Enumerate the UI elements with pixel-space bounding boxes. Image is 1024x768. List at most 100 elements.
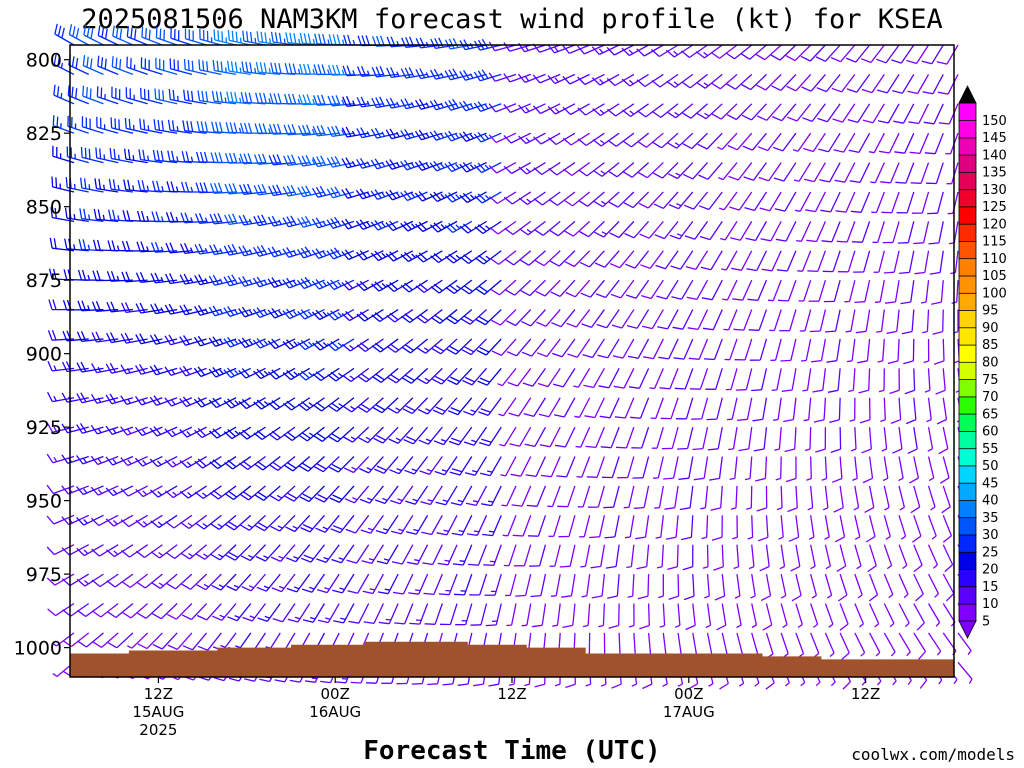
barb-flag (196, 614, 207, 621)
barb-flag (154, 303, 160, 314)
barb-flag (184, 181, 190, 193)
barb-flag (229, 122, 234, 133)
barb-flag (668, 173, 678, 180)
barb-flag (607, 108, 617, 117)
wind-barb (90, 424, 119, 435)
barb-half-flag (87, 244, 91, 251)
barb-staff (673, 44, 694, 58)
barb-flag (421, 531, 432, 536)
wind-barb (282, 247, 310, 258)
barb-staff (364, 338, 384, 353)
wind-barb (503, 42, 531, 52)
barb-flag (152, 149, 156, 161)
wind-barb (691, 397, 709, 420)
barb-flag (316, 463, 327, 470)
barb-staff (619, 250, 635, 269)
barb-flag (83, 178, 87, 189)
barb-flag (386, 67, 392, 78)
barb-flag (331, 126, 337, 137)
barb-half-flag (278, 219, 282, 225)
colorbar-box (958, 344, 977, 363)
barb-flag (330, 402, 341, 410)
barb-flag (607, 139, 617, 147)
wind-barb (593, 162, 620, 177)
barb-flag (109, 393, 117, 404)
wind-barb (855, 309, 871, 334)
barb-staff (589, 279, 605, 298)
barb-half-flag (224, 67, 227, 73)
wind-barb (877, 338, 885, 363)
barb-flag (681, 81, 691, 89)
wind-barb (702, 309, 723, 331)
barb-flag (302, 94, 308, 105)
wind-barb (489, 220, 517, 235)
wind-barb (93, 208, 119, 223)
barb-flag (226, 60, 230, 72)
barb-flag (711, 82, 721, 90)
wind-barb (371, 309, 399, 323)
barb-half-flag (311, 129, 316, 135)
barb-staff (510, 603, 517, 626)
barb-half-flag (173, 677, 179, 681)
barb-staff (216, 426, 237, 439)
barb-staff (893, 250, 900, 273)
wind-barb (942, 603, 956, 627)
barb-half-flag (598, 624, 604, 628)
barb-flag (624, 232, 635, 239)
barb-half-flag (649, 387, 655, 390)
barb-staff (913, 427, 918, 450)
barb-flag (267, 247, 275, 258)
barb-staff (829, 162, 841, 183)
barb-flag (777, 299, 789, 302)
barb-flag (746, 268, 757, 272)
barb-staff (709, 221, 723, 240)
barb-flag (479, 441, 490, 447)
wind-barb (791, 573, 802, 602)
barb-flag (625, 294, 637, 299)
barb-flag (444, 194, 453, 203)
barb-flag (846, 88, 858, 93)
barb-staff (544, 279, 561, 297)
barb-staff (617, 191, 635, 208)
barb-flag (613, 385, 625, 389)
x-tick-label: 17AUG (663, 703, 715, 721)
barb-staff (627, 456, 635, 478)
barb-staff (410, 367, 429, 384)
barb-flag (820, 209, 831, 213)
barb-half-flag (234, 369, 239, 375)
barb-flag (76, 517, 85, 526)
barb-flag (326, 250, 335, 260)
barb-staff (864, 280, 871, 302)
colorbar-box (958, 534, 977, 553)
wind-barb (549, 250, 576, 267)
wind-barb (108, 178, 134, 193)
barb-flag (360, 127, 367, 138)
barb-staff (735, 103, 753, 120)
barb-flag (271, 246, 279, 257)
wind-barb (437, 544, 458, 566)
barb-flag (332, 34, 337, 45)
barb-staff (635, 279, 650, 299)
wind-barb (738, 427, 753, 452)
barb-flag (141, 180, 146, 191)
barb-staff (866, 338, 871, 361)
barb-flag (341, 281, 350, 291)
wind-barb (774, 191, 797, 212)
barb-half-flag (204, 308, 209, 314)
barb-flag (405, 405, 416, 412)
wind-barb (483, 544, 502, 567)
wind-barb (422, 544, 443, 566)
barb-flag (748, 329, 760, 331)
barb-flag (255, 61, 260, 73)
barb-flag (862, 119, 874, 124)
barb-staff (734, 44, 753, 60)
barb-staff (856, 74, 871, 93)
barb-staff (698, 338, 709, 360)
wind-barb (702, 544, 709, 569)
barb-staff (902, 103, 915, 124)
barb-staff (927, 544, 938, 566)
wind-barb (402, 367, 429, 384)
barb-flag (626, 324, 638, 329)
barb-staff (588, 220, 605, 238)
barb-flag (52, 268, 57, 280)
